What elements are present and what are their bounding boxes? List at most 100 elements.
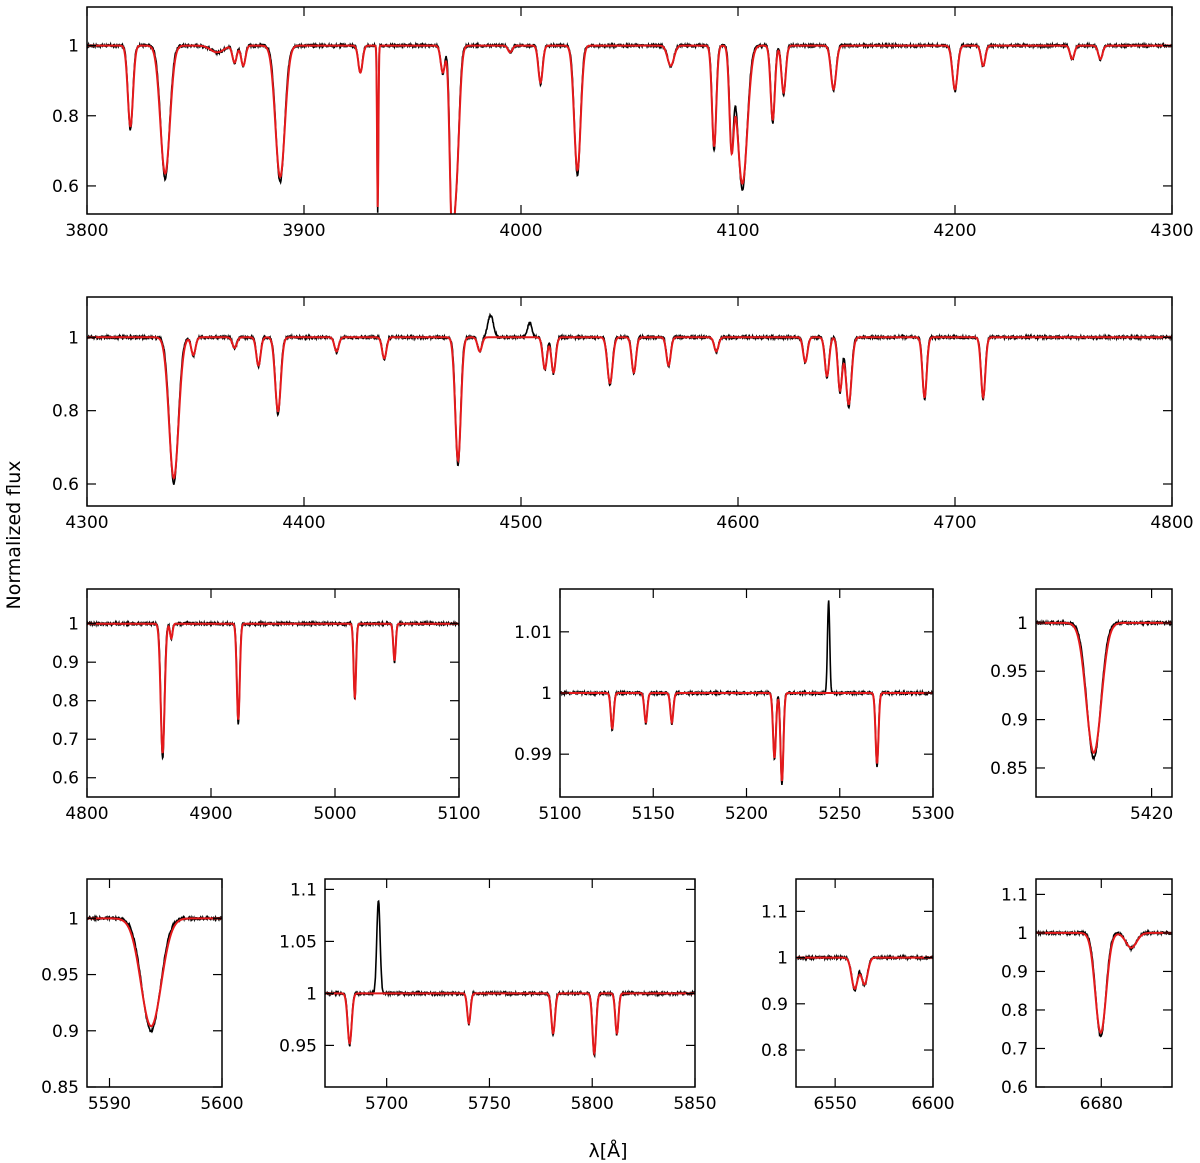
x-tick-label: 5100 [538,804,581,824]
model-spectrum-line [87,917,222,1028]
plot-frame [86,6,1173,215]
y-tick-label: 0.8 [1001,1001,1028,1021]
y-tick-label: 0.85 [990,759,1028,779]
y-tick-label: 1 [1017,924,1028,944]
plot-frame [86,588,460,798]
x-tick-label: 3800 [65,221,108,241]
x-tick-label: 4500 [499,513,542,533]
y-tick-label: 1 [68,615,79,635]
y-tick-label: 0.9 [1001,962,1028,982]
x-tick-label: 5700 [365,1094,408,1114]
y-tick-label: 1 [1017,614,1028,634]
y-tick-label: 0.85 [41,1078,79,1098]
y-tick-label: 0.8 [52,692,79,712]
x-tick-label: 5100 [437,804,480,824]
y-tick-label: 1 [68,328,79,348]
x-tick-label: 6600 [911,1094,954,1114]
x-tick-label: 4300 [65,513,108,533]
x-tick-label: 4800 [65,804,108,824]
y-tick-label: 0.6 [52,475,79,495]
model-spectrum-line [1036,621,1172,754]
observed-spectrum-line [87,914,222,1034]
x-tick-label: 4200 [933,221,976,241]
x-tick-label: 5250 [818,804,861,824]
x-tick-label: 6550 [814,1094,857,1114]
y-tick-label: 1.1 [761,902,788,922]
plot-frame [324,878,696,1088]
x-tick-label: 5150 [632,804,675,824]
spectrum-panel-6: 5590 5600 0.85 0.9 0.95 1 [41,878,244,1114]
y-tick-label: 0.95 [41,966,79,986]
x-tick-label: 5300 [911,804,954,824]
y-tick-label: 0.8 [52,402,79,422]
y-tick-label: 0.7 [52,730,79,750]
plot-frame [1035,588,1173,798]
spectrum-panel-7: 5700 5750 5800 5850 0.95 1 1.05 1.1 [279,878,717,1114]
y-tick-label: 0.95 [279,1036,317,1056]
y-tick-label: 1 [541,684,552,704]
x-tick-label: 5750 [468,1094,511,1114]
y-tick-label: 0.8 [52,107,79,127]
x-tick-label: 4600 [716,513,759,533]
model-spectrum-line [325,992,695,1057]
x-tick-label: 4100 [716,221,759,241]
y-tick-label: 0.8 [761,1041,788,1061]
x-tick-label: 4400 [282,513,325,533]
x-tick-label: 3900 [282,221,325,241]
x-tick-label: 5850 [673,1094,716,1114]
observed-spectrum-line [1036,618,1172,762]
spectrum-panel-8: 6550 6600 0.8 0.9 1 1.1 [761,878,955,1114]
x-tick-label: 5800 [571,1094,614,1114]
y-tick-label: 0.9 [761,995,788,1015]
y-tick-label: 1.1 [1001,885,1028,905]
spectrum-panel-3: 4800 4900 5000 5100 0.6 0.7 0.8 0.9 1 [52,588,481,824]
y-tick-label: 0.6 [52,177,79,197]
spectrum-panel-2: 4300 4400 4500 4600 4700 4800 0.6 0.8 1 [52,296,1194,533]
x-tick-label: 5420 [1130,804,1173,824]
y-tick-label: 1.01 [514,623,552,643]
spectrum-panel-9: 6680 0.6 0.7 0.8 0.9 1 1.1 [1001,878,1173,1114]
x-axis-title: λ[Å] [588,1139,627,1162]
y-tick-label: 1.1 [290,880,317,900]
observed-spectrum-line [87,41,1172,214]
spectrum-panel-4: 5100 5150 5200 5250 5300 0.99 1 1.01 [514,588,955,824]
y-tick-label: 0.9 [1001,711,1028,731]
x-tick-label: 5000 [313,804,356,824]
plot-frame [86,296,1173,507]
model-spectrum-line [87,336,1172,480]
y-tick-label: 1 [306,984,317,1004]
y-tick-label: 1.05 [279,932,317,952]
model-spectrum-line [87,44,1172,214]
model-spectrum-line [1036,931,1172,1035]
plot-frame [1035,878,1173,1088]
model-spectrum-line [87,622,459,754]
y-tick-label: 1 [68,909,79,929]
x-tick-label: 5600 [200,1094,243,1114]
model-spectrum-line [560,692,933,782]
x-tick-label: 4000 [499,221,542,241]
plot-frame [795,878,934,1088]
x-tick-label: 5200 [725,804,768,824]
x-tick-label: 4900 [189,804,232,824]
y-tick-label: 0.9 [52,653,79,673]
x-tick-label: 5590 [88,1094,131,1114]
y-tick-label: 1 [68,37,79,57]
spectrum-panel-5: 5420 0.85 0.9 0.95 1 [990,588,1173,824]
y-tick-label: 0.9 [52,1022,79,1042]
y-axis-title: Normalized flux [3,460,25,609]
x-tick-label: 4300 [1150,221,1193,241]
observed-spectrum-line [87,619,459,761]
plot-frame [86,878,223,1088]
model-spectrum-line [796,956,933,990]
y-tick-label: 0.7 [1001,1039,1028,1059]
y-tick-label: 0.6 [1001,1078,1028,1098]
y-tick-label: 1 [777,949,788,969]
y-tick-label: 0.99 [514,745,552,765]
y-tick-label: 0.95 [990,662,1028,682]
x-tick-label: 4700 [933,513,976,533]
observed-spectrum-line [325,899,695,1059]
y-tick-label: 0.6 [52,769,79,789]
x-tick-label: 4800 [1150,513,1193,533]
x-tick-label: 6680 [1080,1094,1123,1114]
